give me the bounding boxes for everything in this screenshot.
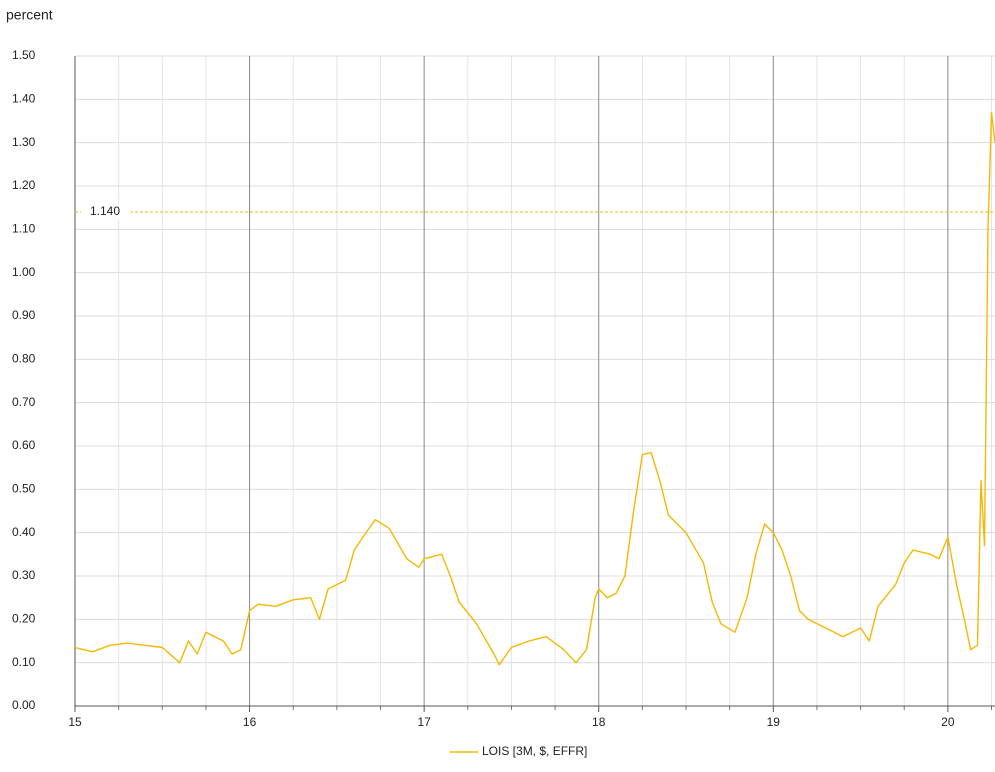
y-tick-label: 1.10 [12,222,36,236]
y-tick-label: 0.90 [12,308,36,322]
x-tick-label: 17 [417,715,431,729]
x-tick-label: 18 [592,715,606,729]
reference-label: 1.140 [90,204,120,218]
series-line [74,111,995,666]
y-tick-label: 1.20 [12,178,36,192]
x-tick-label: 16 [243,715,257,729]
reference-label-bg [81,204,131,220]
y-tick-label: 0.10 [12,655,36,669]
y-tick-label: 1.00 [12,265,36,279]
y-tick-label: 0.00 [12,698,36,712]
y-tick-label: 0.20 [12,612,36,626]
y-tick-label: 0.80 [12,352,36,366]
y-tick-label: 0.40 [12,525,36,539]
y-tick-label: 1.50 [12,48,36,62]
y-tick-label: 0.50 [12,482,36,496]
y-axis-label: percent [6,7,53,23]
x-tick-label: 20 [941,715,955,729]
legend-label: LOIS [3M, $, EFFR] [482,744,587,758]
x-tick-label: 15 [68,715,82,729]
y-tick-label: 1.40 [12,92,36,106]
y-tick-label: 1.30 [12,135,36,149]
y-tick-label: 0.70 [12,395,36,409]
y-tick-label: 0.60 [12,438,36,452]
x-tick-label: 19 [767,715,781,729]
y-tick-label: 0.30 [12,568,36,582]
